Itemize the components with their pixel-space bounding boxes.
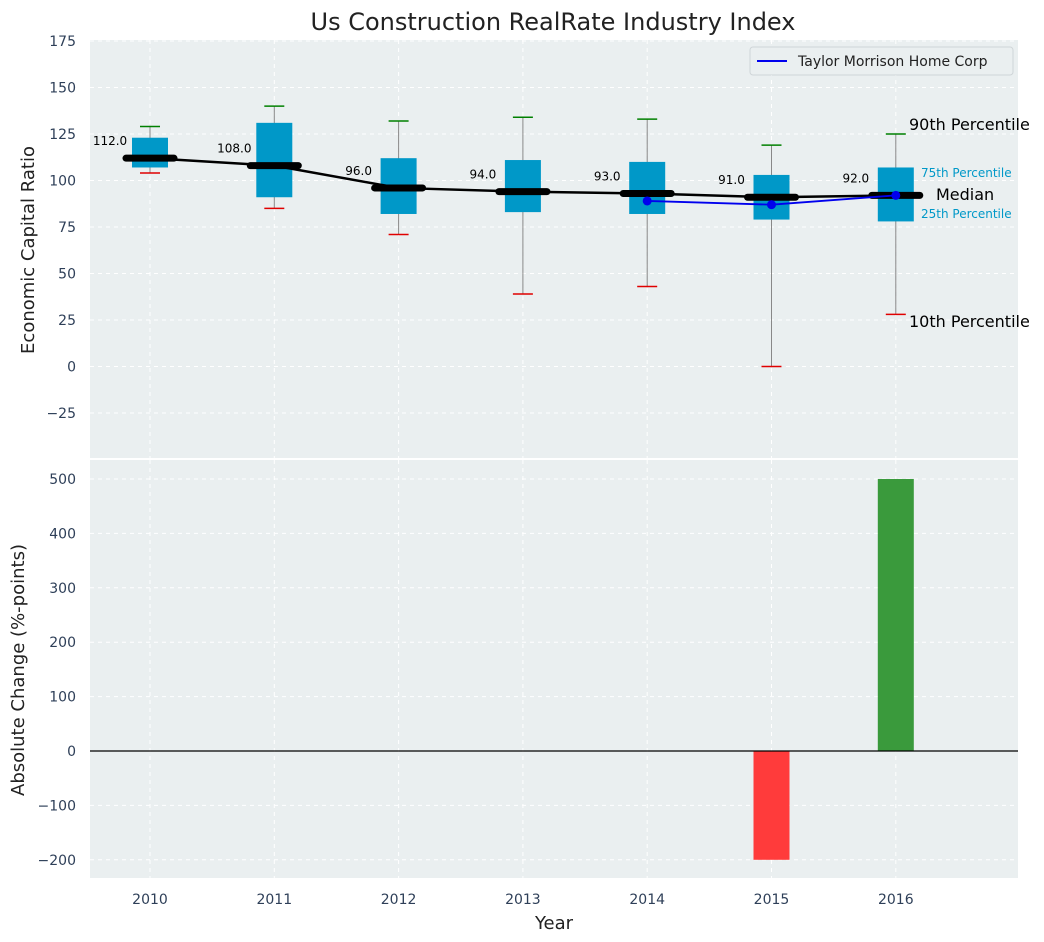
top-y-tick-label: 125 xyxy=(49,127,76,143)
bottom-y-tick-label: −100 xyxy=(38,798,76,814)
x-tick-label: 2015 xyxy=(754,892,790,908)
top-y-tick-label: 75 xyxy=(58,220,76,236)
bottom-y-ticks: 500 400 300 200 100 0 −100 −200 xyxy=(38,472,76,869)
top-y-tick-label: 50 xyxy=(58,267,76,283)
legend-box xyxy=(749,46,1014,76)
series-point xyxy=(891,190,901,200)
bottom-y-tick-label: 0 xyxy=(67,744,76,760)
bottom-y-tick-label: −200 xyxy=(38,853,76,869)
company-series xyxy=(642,190,901,210)
median-labels: 112.0 108.0 96.0 94.0 93.0 91.0 92.0 xyxy=(93,134,869,187)
series-point xyxy=(767,200,776,210)
top-y-tick-label: 100 xyxy=(49,174,76,190)
median-value-label: 96.0 xyxy=(345,164,372,178)
legend: Taylor Morrison Home Corp xyxy=(749,46,1014,76)
bottom-y-tick-label: 500 xyxy=(49,472,76,488)
x-axis-label: Year xyxy=(534,913,574,934)
annotation-10th: 10th Percentile xyxy=(909,312,1030,331)
top-plot-area xyxy=(90,40,1018,458)
annotation-25th: 25th Percentile xyxy=(921,207,1012,221)
iqr-box xyxy=(504,160,541,213)
bottom-y-tick-label: 200 xyxy=(49,635,76,651)
change-bar xyxy=(753,751,790,860)
change-bar xyxy=(877,479,914,751)
median-value-label: 93.0 xyxy=(594,170,621,184)
top-y-tick-label: 25 xyxy=(58,313,76,329)
bottom-y-tick-label: 100 xyxy=(49,690,76,706)
bottom-y-tick-label: 300 xyxy=(49,581,76,597)
top-y-tick-label: 175 xyxy=(49,34,76,50)
iqr-box xyxy=(132,137,168,168)
top-y-tick-label: 0 xyxy=(67,360,76,376)
median-value-label: 91.0 xyxy=(718,173,745,187)
annotation-median: Median xyxy=(936,185,994,204)
x-ticks: 2010 2011 2012 2013 2014 2015 2016 xyxy=(132,892,914,908)
legend-label: Taylor Morrison Home Corp xyxy=(797,54,988,70)
x-tick-label: 2011 xyxy=(256,892,292,908)
chart-title: Us Construction RealRate Industry Index xyxy=(311,8,796,36)
top-y-tick-label: 150 xyxy=(49,81,76,97)
x-tick-label: 2010 xyxy=(132,892,168,908)
top-y-axis-label: Economic Capital Ratio xyxy=(18,146,39,354)
bottom-y-axis-label: Absolute Change (%-points) xyxy=(8,544,29,796)
x-tick-label: 2014 xyxy=(629,892,665,908)
x-tick-label: 2012 xyxy=(381,892,417,908)
change-bars xyxy=(753,479,914,860)
top-y-ticks: 175 150 125 100 75 50 25 0 −25 xyxy=(46,34,76,422)
x-tick-label: 2013 xyxy=(505,892,541,908)
annotation-75th: 75th Percentile xyxy=(921,166,1012,180)
median-value-label: 92.0 xyxy=(842,171,869,185)
series-point xyxy=(642,196,652,206)
annotation-90th: 90th Percentile xyxy=(909,115,1030,134)
bottom-plot-area xyxy=(90,460,1018,878)
median-value-label: 112.0 xyxy=(93,134,127,148)
iqr-box xyxy=(256,122,293,198)
median-value-label: 108.0 xyxy=(217,142,251,156)
iqr-box xyxy=(629,161,666,214)
x-tick-label: 2016 xyxy=(878,892,914,908)
median-trend xyxy=(149,156,896,199)
bottom-y-tick-label: 400 xyxy=(49,526,76,542)
median-value-label: 94.0 xyxy=(470,168,497,182)
median-trend-line xyxy=(149,156,896,199)
top-y-tick-label: −25 xyxy=(46,406,76,422)
